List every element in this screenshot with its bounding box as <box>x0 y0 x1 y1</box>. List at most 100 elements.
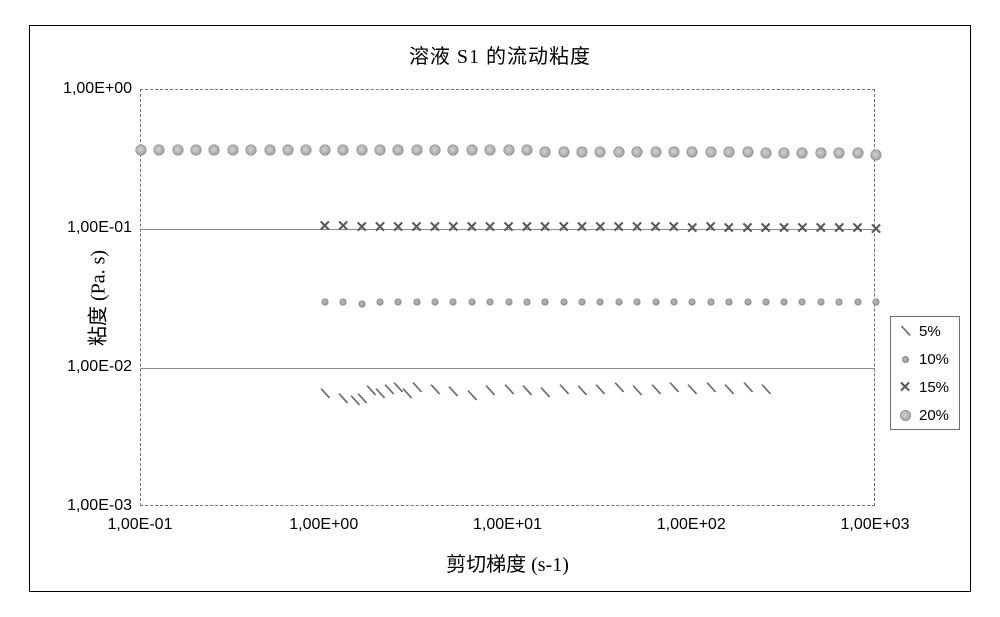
data-point: ✕ <box>410 218 423 236</box>
data-point: ✕ <box>668 218 681 236</box>
data-point <box>356 145 367 156</box>
plot-area: ∖∖∖∖∖∖∖∖∖∖∖∖∖∖∖∖∖∖∖∖∖∖∖∖∖∖∖∖∖✕✕✕✕✕✕✕✕✕✕✕… <box>140 89 875 506</box>
x-tick-label: 1,00E+03 <box>841 516 910 534</box>
data-point: ∖ <box>703 378 718 397</box>
data-point <box>173 145 184 156</box>
data-point: ✕ <box>741 219 754 237</box>
data-point: ✕ <box>576 218 589 236</box>
data-point <box>468 298 475 305</box>
data-point <box>852 148 863 159</box>
data-point <box>817 298 824 305</box>
data-point: ∖ <box>740 378 755 397</box>
data-point <box>670 298 677 305</box>
data-point <box>542 298 549 305</box>
data-point: ✕ <box>539 218 552 236</box>
data-point <box>871 150 882 161</box>
data-point <box>246 145 257 156</box>
y-tick-label: 1,00E-01 <box>67 219 132 237</box>
dot-small-icon <box>897 356 913 363</box>
data-point: ∖ <box>593 380 608 399</box>
data-point <box>485 145 496 156</box>
data-point <box>744 298 751 305</box>
data-point <box>227 145 238 156</box>
data-point <box>431 298 438 305</box>
data-point <box>264 145 275 156</box>
plot-area-wrap: ∖∖∖∖∖∖∖∖∖∖∖∖∖∖∖∖∖∖∖∖∖∖∖∖∖∖∖∖∖✕✕✕✕✕✕✕✕✕✕✕… <box>140 89 875 506</box>
data-point: ✕ <box>429 218 442 236</box>
data-point: ✕ <box>631 218 644 236</box>
x-marker-icon: ✕ <box>897 378 913 396</box>
data-point: ✕ <box>502 218 515 236</box>
data-point: ✕ <box>815 219 828 237</box>
data-point <box>429 145 440 156</box>
data-point <box>687 146 698 157</box>
data-point <box>815 148 826 159</box>
y-tick-label: 1,00E-02 <box>67 358 132 376</box>
data-point <box>503 145 514 156</box>
data-point <box>873 298 880 305</box>
x-tick-label: 1,00E+00 <box>289 516 358 534</box>
data-point <box>689 298 696 305</box>
legend-item-5pct: ∖ 5% <box>891 317 959 345</box>
data-point: ✕ <box>612 218 625 236</box>
y-tick-label: 1,00E-03 <box>67 497 132 515</box>
data-point <box>558 146 569 157</box>
data-point <box>321 298 328 305</box>
data-point: ✕ <box>558 218 571 236</box>
chart-title: 溶液 S1 的流动粘度 <box>30 40 970 69</box>
data-point: ∖ <box>685 380 700 399</box>
x-tick-label: 1,00E-01 <box>108 516 173 534</box>
data-point: ✕ <box>704 218 717 236</box>
data-point <box>742 146 753 157</box>
x-tick-label: 1,00E+01 <box>473 516 542 534</box>
legend: ∖ 5% 10% ✕ 15% 20% <box>890 316 960 430</box>
data-point: ∖ <box>427 380 442 399</box>
data-point: ∖ <box>611 378 626 397</box>
data-point: ✕ <box>447 218 460 236</box>
data-point: ∖ <box>317 384 332 403</box>
data-point: ✕ <box>796 219 809 237</box>
data-point <box>668 146 679 157</box>
data-point: ∖ <box>363 382 378 401</box>
legend-item-10pct: 10% <box>891 345 959 373</box>
data-point <box>634 298 641 305</box>
data-point <box>523 298 530 305</box>
data-point: ✕ <box>778 219 791 237</box>
data-point <box>762 298 769 305</box>
data-point <box>834 148 845 159</box>
data-point: ✕ <box>374 218 387 236</box>
data-point <box>799 298 806 305</box>
data-point: ∖ <box>381 380 396 399</box>
data-point: ∖ <box>400 384 415 403</box>
data-point <box>652 298 659 305</box>
dot-large-icon <box>897 410 913 421</box>
data-point <box>781 298 788 305</box>
data-point <box>650 146 661 157</box>
data-point: ✕ <box>318 217 331 235</box>
data-point <box>705 146 716 157</box>
data-point <box>595 146 606 157</box>
data-point: ✕ <box>594 218 607 236</box>
gridline-h <box>141 368 874 369</box>
data-point <box>854 298 861 305</box>
tick-icon: ∖ <box>897 323 913 340</box>
data-point: ∖ <box>336 389 351 408</box>
y-axis-label: 粘度 (Pa. s) <box>82 249 111 345</box>
legend-item-15pct: ✕ 15% <box>891 373 959 401</box>
data-point: ∖ <box>629 382 644 401</box>
data-point <box>540 146 551 157</box>
data-point <box>340 298 347 305</box>
data-point <box>576 146 587 157</box>
y-tick-label: 1,00E+00 <box>63 80 132 98</box>
data-point <box>136 145 147 156</box>
data-point <box>413 298 420 305</box>
data-point: ∖ <box>721 380 736 399</box>
data-point <box>377 298 384 305</box>
data-point: ∖ <box>464 386 479 405</box>
data-point: ∖ <box>556 380 571 399</box>
legend-label: 10% <box>919 351 949 368</box>
legend-label: 5% <box>919 323 941 340</box>
data-point <box>191 145 202 156</box>
chart-frame: 溶液 S1 的流动粘度 ∖∖∖∖∖∖∖∖∖∖∖∖∖∖∖∖∖∖∖∖∖∖∖∖∖∖∖∖… <box>29 25 971 592</box>
data-point <box>613 146 624 157</box>
